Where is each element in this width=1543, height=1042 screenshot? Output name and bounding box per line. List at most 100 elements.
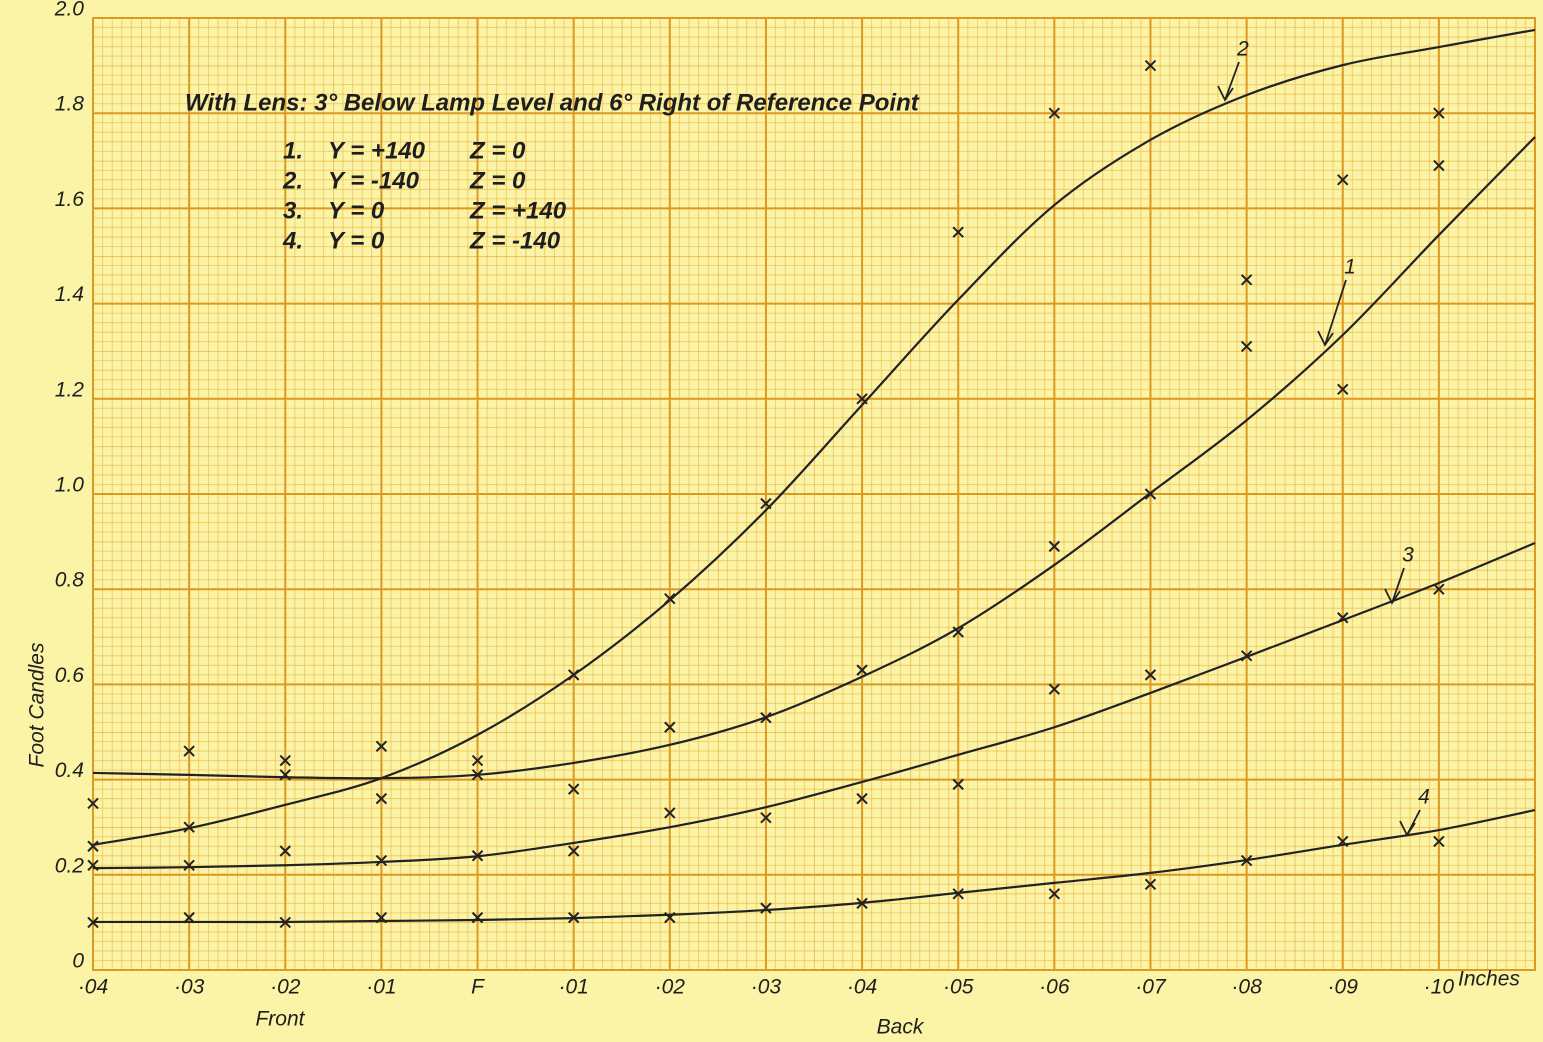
data-point (87, 797, 99, 810)
data-point (1433, 159, 1445, 172)
x-tick-label: ·02 (270, 976, 301, 999)
x-tick-label: F (471, 976, 485, 999)
data-point (952, 778, 964, 791)
curve (93, 808, 1536, 924)
data-point (471, 754, 484, 767)
data-point (183, 821, 195, 833)
data-point (1337, 835, 1349, 848)
data-point (856, 792, 868, 805)
data-point (279, 916, 291, 929)
arrow-head (1399, 820, 1416, 837)
curve-label: 3 (1402, 544, 1414, 567)
curve-label: 1 (1344, 256, 1356, 279)
data-point (664, 807, 676, 819)
y-tick-label: 0.6 (55, 664, 85, 687)
data-point (760, 712, 772, 724)
legend-text: Y = +140 (328, 137, 426, 164)
data-point (87, 916, 99, 929)
data-point (471, 850, 484, 862)
arrow-head (1217, 85, 1234, 102)
x-unit-label: Inches (1458, 968, 1520, 991)
arrow-head (1317, 330, 1334, 347)
data-point (760, 811, 772, 824)
legend-text: Y = 0 (328, 197, 385, 224)
data-point (375, 740, 388, 752)
data-point (567, 845, 580, 857)
curve-label: 2 (1236, 38, 1249, 61)
data-point (87, 840, 99, 852)
legend-text: Z = 0 (469, 137, 526, 164)
data-point (279, 754, 291, 767)
y-tick-label: 1.2 (55, 378, 85, 401)
legend-text: Z = -140 (469, 227, 561, 254)
data-point (471, 769, 484, 781)
legend-text: Z = +140 (469, 197, 567, 224)
legend-text: 1. (283, 137, 303, 164)
data-point (87, 859, 99, 871)
y-tick-label: 0 (72, 950, 84, 973)
data-point (183, 859, 195, 871)
curve (92, 542, 1536, 870)
x-tick-label: ·05 (943, 976, 974, 999)
data-point (567, 911, 580, 924)
data-point (1048, 683, 1061, 695)
y-tick-label: 1.8 (55, 93, 85, 116)
x-group-label: Front (255, 1008, 305, 1031)
y-tick-label: 2.0 (54, 0, 85, 21)
data-point (952, 626, 964, 638)
x-tick-label: ·01 (366, 976, 396, 999)
data-point (1433, 583, 1445, 595)
data-point (664, 911, 676, 924)
x-tick-label: ·07 (1135, 976, 1167, 999)
data-point (1337, 383, 1349, 395)
x-tick-label: ·08 (1231, 976, 1262, 999)
data-point (1144, 878, 1157, 891)
x-tick-label: ·03 (751, 976, 782, 999)
y-tick-label: 0.4 (55, 759, 84, 782)
data-point (375, 911, 388, 924)
data-point (1144, 59, 1157, 72)
curve (92, 28, 1536, 846)
x-group-label: Back (877, 1016, 925, 1039)
chart-title: With Lens: 3° Below Lamp Level and 6° Ri… (185, 89, 920, 116)
legend-text: Y = -140 (328, 167, 420, 194)
curve-arrow (1224, 61, 1240, 101)
data-point (567, 783, 580, 795)
y-tick-label: 1.6 (55, 188, 85, 211)
data-point (567, 669, 580, 681)
data-point (1144, 669, 1157, 681)
data-point (1240, 340, 1253, 353)
legend-text: 4. (282, 227, 303, 254)
data-point (1048, 540, 1061, 553)
data-point (279, 845, 291, 857)
data-point (856, 664, 868, 676)
data-point (1240, 854, 1253, 867)
data-point (1240, 274, 1253, 286)
data-point (1048, 888, 1061, 900)
data-point (952, 888, 964, 900)
x-tick-label: ·01 (558, 976, 588, 999)
x-tick-label: ·03 (174, 976, 205, 999)
x-tick-label: ·04 (847, 976, 877, 999)
data-point (1144, 488, 1157, 500)
x-tick-label: ·06 (1039, 976, 1070, 999)
y-tick-label: 1.0 (55, 474, 85, 497)
data-point (375, 854, 388, 867)
arrow-head (1384, 588, 1401, 605)
data-point (1337, 174, 1349, 186)
legend-text: Y = 0 (328, 227, 385, 254)
curve-arrow (1324, 279, 1347, 346)
data-point (760, 902, 772, 914)
data-point (664, 721, 676, 733)
curve-label: 4 (1418, 786, 1430, 809)
y-tick-label: 0.8 (55, 569, 85, 592)
data-point (856, 897, 868, 910)
data-point (1433, 107, 1445, 119)
x-tick-label: ·10 (1424, 976, 1455, 999)
curve (92, 136, 1536, 780)
data-point (1048, 107, 1061, 119)
data-point (664, 593, 676, 605)
data-point (1337, 612, 1349, 624)
data-point (471, 911, 484, 924)
